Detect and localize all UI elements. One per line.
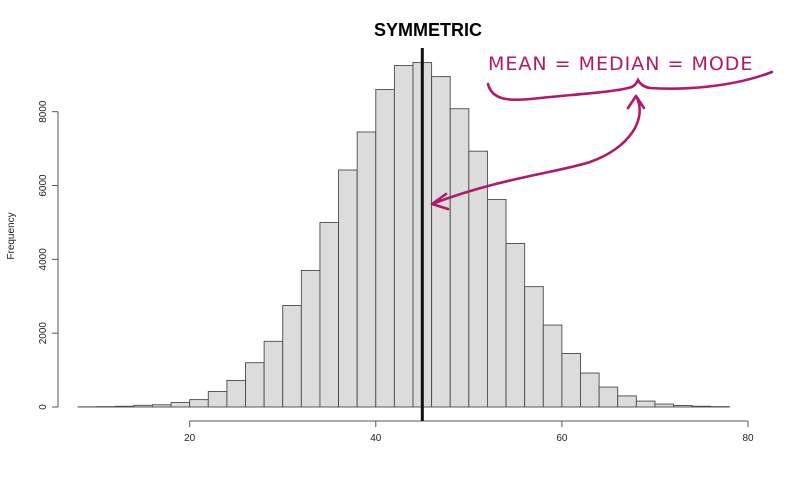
histogram-bar xyxy=(486,199,507,408)
y-tick-label: 0 xyxy=(38,404,49,410)
histogram-bar xyxy=(207,391,228,408)
y-tick-label: 2000 xyxy=(38,322,49,345)
histogram-bar xyxy=(691,405,712,408)
histogram-bar xyxy=(189,399,209,408)
annotation-group: MEAN = MEDIAN = MODE xyxy=(430,53,774,211)
x-tick-label: 40 xyxy=(370,433,382,444)
x-tick-label: 20 xyxy=(184,433,196,444)
histogram-bar xyxy=(561,353,581,408)
histogram-bar xyxy=(338,169,358,408)
histogram-bar xyxy=(170,402,191,408)
histogram-bar xyxy=(542,324,563,408)
y-tick-label: 8000 xyxy=(38,100,49,123)
chart-title: SYMMETRIC xyxy=(374,20,482,40)
x-tick-label: 80 xyxy=(742,433,754,444)
histogram-bar xyxy=(635,400,656,408)
histogram-bar xyxy=(282,305,302,408)
annotation-arrow xyxy=(430,94,646,211)
histogram-bar xyxy=(263,340,284,408)
histogram-bar xyxy=(654,403,675,408)
histogram-bar xyxy=(245,362,265,408)
histogram-bar xyxy=(580,372,600,408)
histogram-bar xyxy=(598,386,619,408)
histogram-bar xyxy=(319,221,340,408)
y-tick-label: 4000 xyxy=(38,248,49,271)
x-axis: 20 40 60 80 xyxy=(184,420,754,444)
y-tick-label: 6000 xyxy=(38,174,49,197)
histogram-bar xyxy=(617,395,637,408)
histogram-bar xyxy=(151,404,172,408)
histogram-bar xyxy=(505,243,526,408)
histogram-bar xyxy=(133,404,153,408)
histogram-bar xyxy=(300,269,321,408)
histogram-bar xyxy=(375,89,395,408)
histogram-bar xyxy=(226,379,246,408)
histogram-bar xyxy=(524,286,544,408)
histogram-bar xyxy=(673,405,693,408)
histogram-bar xyxy=(431,76,451,408)
histogram-bar xyxy=(393,65,414,408)
annotation-brace xyxy=(486,70,774,102)
x-tick-label: 60 xyxy=(556,433,568,444)
y-axis: 0 2000 4000 6000 8000 xyxy=(38,100,59,410)
annotation-text: MEAN = MEDIAN = MODE xyxy=(488,53,753,75)
y-axis-label: Frequency xyxy=(6,212,17,259)
histogram-bar xyxy=(114,405,135,408)
histogram-bar xyxy=(356,131,377,408)
bars-group xyxy=(77,62,730,408)
histogram-bar xyxy=(449,108,470,408)
